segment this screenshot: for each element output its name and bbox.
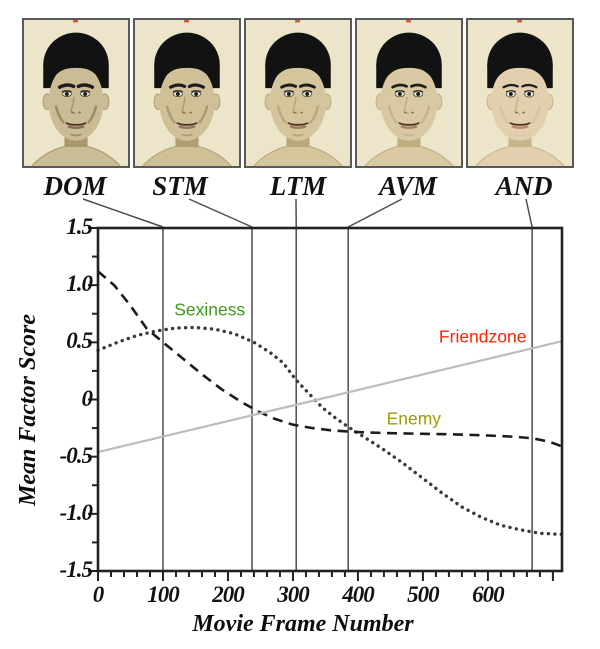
face-box-dom: [22, 18, 130, 168]
face-eyebrow: [187, 83, 205, 89]
morph-face-image: [246, 20, 350, 166]
y-tick-label: 1.0: [66, 271, 93, 297]
face-mouth: [65, 122, 87, 126]
morph-face-image: [135, 20, 239, 166]
face-skin: [48, 62, 104, 141]
face-cheek-shading: [165, 105, 209, 137]
morph-face-image: [24, 20, 128, 166]
x-tick-label: 0: [92, 582, 105, 607]
face-label-dom: DOM: [43, 171, 107, 201]
series-curve-friendzone: [97, 340, 563, 454]
face-cheek-shading: [54, 105, 98, 137]
face-nose: [70, 96, 77, 115]
red-registration-mark: [184, 20, 189, 23]
face-nose: [514, 96, 521, 115]
face-label-and: AND: [495, 171, 553, 201]
face-label-stm: STM: [152, 171, 208, 201]
face-skin: [159, 62, 215, 141]
face-fringe: [49, 56, 103, 85]
y-tick-label: -0.5: [59, 442, 93, 468]
face-nose: [292, 96, 299, 115]
curve-label-friendzone: Friendzone: [435, 326, 530, 347]
face-eyebrow: [280, 83, 298, 89]
face-skin: [269, 62, 327, 141]
face-eyebrow: [391, 83, 408, 89]
face-box-ltm: [244, 18, 352, 168]
y-tick-label: -1.0: [59, 499, 93, 525]
face-label-ltm: LTM: [269, 171, 327, 201]
y-tick-label: 1.5: [66, 214, 93, 239]
face-eyebrow: [298, 83, 316, 89]
face-fringe: [493, 56, 547, 85]
face-eyebrow: [521, 83, 538, 89]
face-shoulders: [142, 146, 232, 166]
face-label-avm: AVM: [378, 171, 438, 201]
red-registration-mark: [295, 20, 300, 23]
connector-line-stm: [188, 198, 253, 228]
connector-line-dom: [82, 198, 164, 228]
face-lip: [511, 125, 529, 129]
face-shoulders: [31, 146, 121, 166]
connector-line-avm: [347, 198, 403, 228]
red-registration-mark: [517, 20, 522, 23]
face-cheek-shading: [387, 105, 431, 137]
face-lip: [400, 125, 418, 129]
curve-label-enemy: Enemy: [383, 409, 445, 429]
y-tick-label: -1.5: [59, 557, 93, 582]
face-lip: [289, 125, 307, 129]
face-fringe: [160, 56, 214, 85]
x-tick-label: 300: [277, 582, 310, 607]
face-nose: [181, 96, 188, 115]
face-fringe: [382, 56, 436, 85]
series-curve-sexiness: [96, 325, 564, 537]
face-shoulders: [364, 146, 454, 166]
y-tick-label: 0.5: [66, 328, 93, 354]
face-shoulders: [475, 146, 565, 166]
red-registration-mark: [406, 20, 411, 23]
face-eyebrow: [410, 83, 427, 89]
face-cheek-shading: [498, 105, 542, 137]
face-shoulders: [253, 146, 343, 166]
face-mouth: [287, 122, 309, 126]
face-skin: [491, 62, 549, 141]
face-skin: [380, 62, 438, 141]
connector-line-and: [525, 198, 533, 228]
plot-frame: [96, 226, 564, 573]
face-cheek-shading: [276, 105, 320, 137]
face-lip: [67, 125, 85, 129]
morph-face-image: [468, 20, 572, 166]
x-tick-label: 400: [342, 582, 375, 607]
face-mouth: [509, 122, 531, 126]
face-box-avm: [355, 18, 463, 168]
curve-label-sexiness: Sexiness: [171, 300, 249, 320]
series-curve-enemy: [97, 270, 563, 448]
face-eyebrow: [76, 83, 95, 89]
face-lip: [178, 125, 196, 129]
face-box-and: [466, 18, 574, 168]
x-tick-label: 100: [147, 582, 180, 607]
x-tick-label: 200: [212, 582, 245, 607]
x-tick-label: 500: [407, 582, 440, 607]
x-axis-title: Movie Frame Number: [192, 611, 414, 637]
face-nose: [403, 96, 410, 115]
face-eyebrow: [169, 83, 187, 89]
face-box-stm: [133, 18, 241, 168]
y-tick-label: 0: [81, 385, 94, 411]
y-axis-title: Mean Factor Score: [15, 314, 41, 506]
red-registration-mark: [73, 20, 78, 23]
face-mouth: [176, 122, 198, 126]
face-mouth: [398, 122, 420, 126]
face-fringe: [271, 56, 325, 85]
x-tick-label: 600: [472, 582, 505, 607]
face-eyebrow: [57, 83, 76, 89]
face-eyebrow: [502, 83, 519, 89]
morph-face-image: [357, 20, 461, 166]
